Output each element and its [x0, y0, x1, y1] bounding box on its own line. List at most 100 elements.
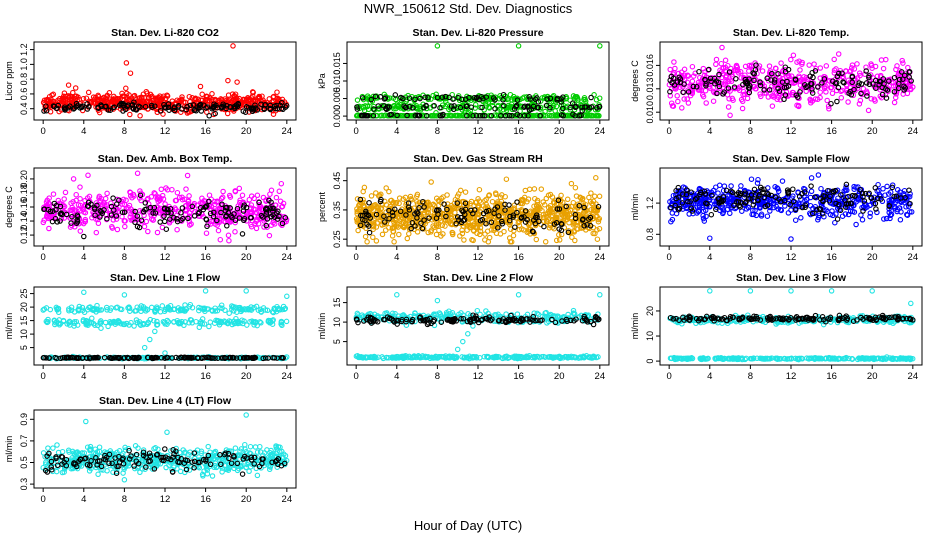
x-tick-label: 8 [748, 252, 753, 263]
outlier-point [198, 84, 202, 88]
x-tick-label: 0 [41, 371, 46, 382]
x-tick-label: 24 [595, 252, 606, 263]
data-point [682, 97, 686, 101]
x-tick-label: 0 [667, 126, 672, 137]
data-point [463, 190, 467, 194]
data-point [885, 184, 889, 188]
data-point [595, 237, 599, 241]
data-point [87, 90, 91, 94]
data-point [78, 185, 82, 189]
data-point [187, 194, 191, 198]
data-point [146, 229, 150, 233]
y-tick-label: 25 [19, 289, 29, 299]
data-point [123, 224, 127, 228]
x-tick-label: 8 [435, 126, 440, 137]
data-point [786, 211, 790, 215]
data-point [704, 101, 708, 105]
y-tick-label: 0.010 [645, 101, 655, 124]
data-point [789, 208, 793, 212]
data-point [798, 68, 802, 72]
data-point [255, 193, 259, 197]
data-point [809, 184, 813, 188]
data-point [63, 190, 67, 194]
data-point [62, 197, 66, 201]
y-tick-label: 0.6 [19, 88, 29, 101]
outlier-point [516, 44, 520, 48]
y-tick-label: 0.013 [645, 78, 655, 101]
data-point [365, 240, 369, 244]
data-point [397, 232, 401, 236]
panel-title: Stan. Dev. Line 1 Flow [110, 272, 221, 284]
data-point [532, 187, 536, 191]
data-point [462, 238, 466, 242]
x-tick-label: 24 [595, 126, 606, 137]
data-point [855, 62, 859, 66]
data-point [729, 184, 733, 188]
data-point [553, 109, 557, 113]
data-point [387, 189, 391, 193]
data-point [374, 191, 378, 195]
y-tick-label: 0.8 [645, 228, 655, 241]
data-point [445, 193, 449, 197]
x-tick-label: 20 [554, 126, 565, 137]
data-point [566, 197, 570, 201]
x-tick-label: 20 [241, 371, 252, 382]
data-point [390, 234, 394, 238]
x-tick-label: 4 [81, 252, 86, 263]
data-point [128, 112, 132, 116]
data-point [672, 60, 676, 64]
data-point [711, 99, 715, 103]
x-tick-label: 4 [707, 126, 712, 137]
points-group [41, 44, 289, 118]
data-point [779, 61, 783, 65]
x-tick-label: 8 [122, 126, 127, 137]
data-point [668, 67, 672, 71]
x-tick-label: 12 [473, 252, 484, 263]
data-point [682, 67, 686, 71]
x-tick-label: 12 [160, 252, 171, 263]
y-tick-label: 10 [19, 329, 29, 339]
data-point [789, 57, 793, 61]
data-point [254, 226, 258, 230]
data-point [164, 227, 168, 231]
outlier-point [504, 177, 508, 181]
outlier-point [816, 173, 820, 177]
x-tick-label: 0 [667, 252, 672, 263]
data-point [105, 191, 109, 195]
data-point [528, 187, 532, 191]
data-point [723, 58, 727, 62]
y-axis-label: kPa [317, 73, 327, 89]
outlier-point [124, 61, 128, 65]
data-point [207, 324, 211, 328]
outlier-point [128, 71, 132, 75]
data-point [709, 213, 713, 217]
data-point [51, 192, 55, 196]
data-point [571, 201, 575, 205]
data-point [405, 236, 409, 240]
x-tick-label: 16 [200, 252, 211, 263]
outlier-point [435, 44, 439, 48]
data-point [227, 311, 231, 315]
data-point [835, 99, 839, 103]
x-tick-label: 16 [513, 252, 524, 263]
data-point [226, 111, 230, 115]
outlier-point [226, 78, 230, 82]
points-group [41, 289, 289, 361]
data-point [490, 200, 494, 204]
data-point [690, 65, 694, 69]
data-point [380, 232, 384, 236]
y-tick-label: 1.2 [645, 197, 655, 210]
data-point [208, 320, 212, 324]
x-tick-label: 4 [81, 371, 86, 382]
x-tick-label: 16 [826, 126, 837, 137]
data-point [799, 216, 803, 220]
x-tick-label: 8 [122, 252, 127, 263]
data-point [175, 228, 179, 232]
data-point [714, 62, 718, 66]
data-point [765, 214, 769, 218]
y-tick-label: 0.4 [19, 102, 29, 115]
data-point [818, 90, 822, 94]
